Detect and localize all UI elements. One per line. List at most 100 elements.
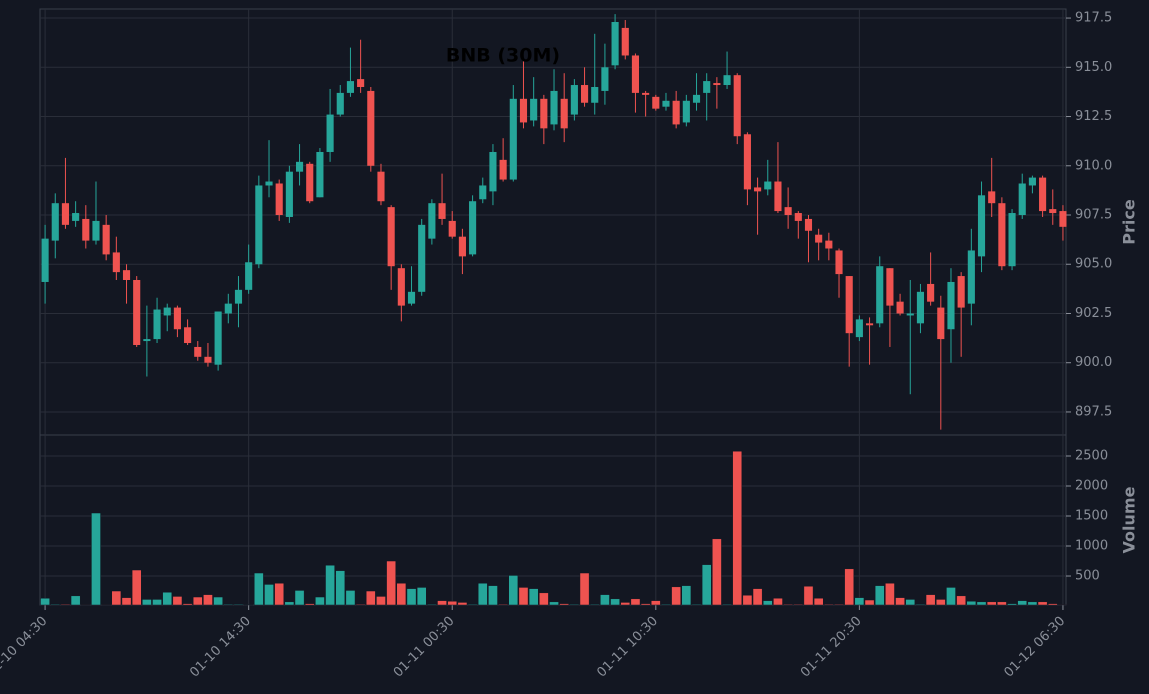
candle-body (397, 268, 405, 306)
volume-bar (783, 603, 793, 606)
candle-body (550, 90, 558, 125)
candle-body (1059, 211, 1067, 227)
candle-body (692, 94, 701, 103)
volume-bar (528, 588, 539, 606)
volume-bar (671, 586, 681, 606)
volume-bar (376, 596, 386, 606)
candle-body (367, 90, 375, 166)
y-tick-label: 917.5 (1075, 11, 1112, 26)
candle-body (265, 181, 273, 186)
candle-body (733, 75, 741, 137)
candle-body (51, 203, 59, 241)
volume-bar (335, 570, 346, 606)
volume-bar (508, 575, 519, 606)
volume-bar (579, 572, 590, 606)
volume-bar (70, 595, 81, 606)
y-tick-label: 907.5 (1075, 208, 1112, 223)
candle-body (794, 213, 802, 221)
candle-body (530, 98, 538, 121)
volume-bar (1017, 600, 1028, 606)
candle-body (285, 171, 293, 217)
volume-bar (121, 597, 132, 606)
volume-bar (203, 594, 213, 606)
candle-body (804, 218, 813, 231)
candle-body (346, 81, 355, 93)
y-tick-label: 915.0 (1075, 60, 1112, 75)
volume-bar (447, 600, 458, 606)
volume-bar (661, 603, 671, 606)
y-tick-label: 905.0 (1075, 257, 1112, 272)
volume-bar (498, 603, 508, 606)
volume-bar (152, 599, 162, 606)
volume-bar (355, 603, 366, 606)
candle-body (876, 266, 884, 324)
volume-bar (91, 512, 101, 606)
candle-body (906, 313, 914, 316)
volume-bar (1037, 601, 1048, 606)
volume-bar (223, 603, 234, 606)
volume-bar (885, 582, 895, 606)
volume-bar (966, 600, 977, 606)
candle-body (743, 134, 751, 190)
volume-bar (589, 603, 600, 606)
volume-bar (935, 599, 946, 606)
candle-body (336, 92, 344, 115)
volume-bar (874, 585, 885, 606)
candle-body (316, 151, 324, 198)
volume-bar (701, 564, 712, 606)
candle-body (835, 250, 843, 275)
candle-body (72, 213, 80, 221)
candle-body (652, 96, 660, 109)
volume-bar (406, 588, 417, 606)
candle-body (754, 187, 762, 192)
candle-body (458, 236, 466, 257)
candle-body (764, 181, 772, 190)
candle-body (784, 207, 792, 216)
volume-bar (284, 601, 295, 606)
y-tick-label: 1000 (1075, 539, 1108, 554)
y-tick-label: 902.5 (1075, 306, 1112, 321)
volume-bar (40, 597, 50, 606)
volume-bar (233, 603, 244, 606)
volume-bar (162, 591, 173, 606)
candle-body (479, 185, 487, 200)
y-axis-label: Volume (1120, 486, 1139, 553)
candle-body (631, 55, 640, 93)
candle-body (845, 276, 853, 334)
y-tick-label: 2500 (1075, 449, 1108, 464)
volume-bar (854, 597, 865, 606)
volume-bar (325, 564, 335, 606)
candle-body (92, 220, 100, 241)
volume-bar (396, 582, 407, 606)
volume-bar (182, 603, 193, 606)
candle-body (896, 301, 904, 314)
volume-bar (895, 597, 905, 606)
y-axis-label: Price (1120, 199, 1139, 245)
candle-body (306, 163, 314, 202)
volume-bar (844, 568, 855, 606)
volume-bar (986, 601, 997, 606)
candle-body (998, 203, 1006, 267)
candle-body (967, 250, 975, 304)
candle-body (122, 270, 131, 281)
volume-bar (834, 603, 844, 606)
candle-body (723, 75, 731, 86)
candle-body (682, 100, 690, 123)
candle-body (815, 234, 823, 243)
volume-bar (732, 450, 743, 606)
volume-bar (905, 599, 916, 606)
volume-bar (569, 603, 580, 606)
volume-bar (315, 596, 325, 606)
candle-body (204, 356, 212, 363)
candle-body (255, 185, 263, 265)
candle-body (143, 339, 151, 342)
candle-body (61, 203, 70, 225)
candle-body (234, 289, 243, 304)
candle-body (977, 195, 986, 257)
candle-body (662, 100, 670, 107)
candle-body (245, 262, 253, 290)
candle-body (428, 203, 436, 239)
candle-body (642, 92, 650, 95)
candle-body (275, 183, 283, 216)
